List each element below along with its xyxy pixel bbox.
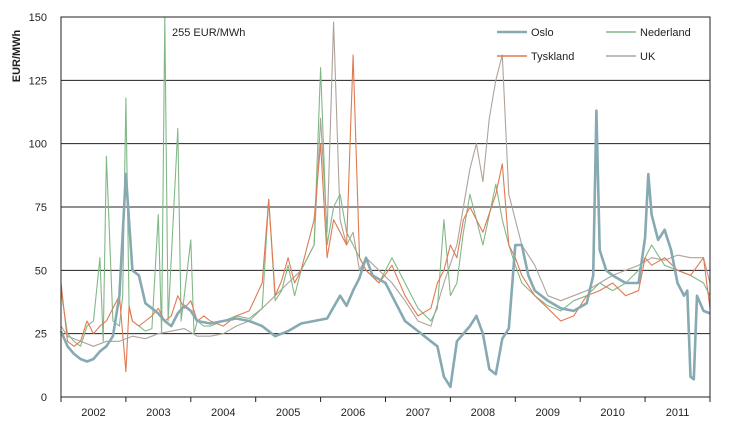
legend-label-oslo: Oslo [531,27,554,39]
y-tick-label-50: 50 [35,265,47,277]
series-lines [59,16,711,389]
legend-label-tyskland: Tyskland [531,51,574,63]
y-tick-label-100: 100 [29,139,47,151]
y-axis-label: EUR/MWh [11,29,23,82]
series-line-nederland [60,16,711,347]
x-tick-label-2008: 2008 [471,407,495,419]
series-line-uk [60,21,711,347]
peak-annotation: 255 EUR/MWh [172,27,245,39]
x-tick-label-2003: 2003 [146,407,170,419]
series-line-oslo [59,109,711,389]
y-tick-label-125: 125 [29,75,47,87]
plot-frame [60,16,711,398]
x-tick-label-2011: 2011 [666,407,690,419]
series-line-tyskland [60,54,711,373]
x-tick-label-2002: 2002 [81,407,105,419]
grid-lines [61,79,710,335]
legend: Oslo Nederland Tyskland UK [497,27,691,63]
legend-label-uk: UK [640,51,656,63]
legend-label-nederland: Nederland [640,27,691,39]
x-tick-label-2007: 2007 [406,407,430,419]
x-tick-label-2009: 2009 [536,407,560,419]
y-axis-ticks: 0 25 50 75 100 125 150 [29,12,47,404]
x-axis-ticks: 2002 2003 2004 2005 2006 2007 2008 2009 2010 2011 [60,397,711,419]
x-tick-label-2010: 2010 [600,407,624,419]
y-tick-label-75: 75 [35,202,47,214]
y-tick-label-0: 0 [41,392,47,404]
y-tick-label-150: 150 [29,12,47,24]
y-tick-label-25: 25 [35,329,47,341]
x-tick-label-2006: 2006 [341,407,365,419]
x-tick-label-2004: 2004 [211,407,235,419]
x-tick-label-2005: 2005 [276,407,300,419]
